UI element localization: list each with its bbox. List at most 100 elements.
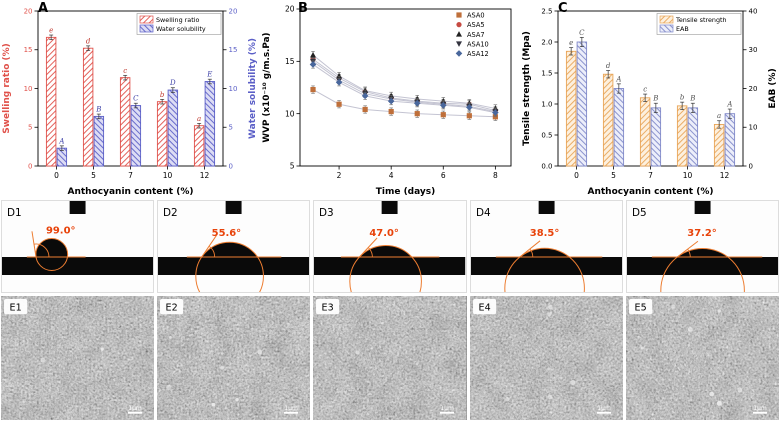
svg-text:20: 20: [749, 85, 758, 93]
svg-text:5: 5: [28, 124, 32, 132]
scale-bar: [440, 411, 455, 414]
svg-text:15: 15: [24, 46, 33, 54]
svg-text:0: 0: [28, 162, 32, 170]
svg-text:C: C: [579, 29, 585, 37]
fitted-circle: [195, 241, 265, 292]
needle-icon: [225, 201, 242, 214]
scale-bar-label: 1μm: [597, 405, 611, 412]
sem-panel-e3: E3 1μm: [313, 296, 467, 420]
svg-text:8: 8: [493, 171, 498, 180]
tensile-eab-bar-chart: 0.0 0.5 1.0 1.5 2.0 2.5 0 10 20 30 40 0 5 7 10 12 e d c b a C…: [522, 7, 778, 197]
panel-label: D3: [319, 207, 334, 219]
svg-text:D: D: [169, 79, 176, 87]
needle-icon: [69, 201, 86, 214]
svg-text:ASA12: ASA12: [467, 50, 489, 58]
svg-text:0.0: 0.0: [541, 162, 552, 170]
svg-text:Anthocyanin content (%): Anthocyanin content (%): [68, 187, 194, 197]
swelling-solubility-bar-chart: 0 5 10 15 20 0 5 10 15 20 0 5 7 10 12 e d c b a A B C D E Swellin…: [2, 7, 258, 197]
svg-text:2.5: 2.5: [541, 7, 552, 15]
svg-text:1.0: 1.0: [541, 100, 552, 108]
svg-text:B: B: [652, 95, 658, 103]
fitted-circle: [660, 247, 745, 292]
svg-text:10: 10: [683, 171, 693, 180]
scale-bar-label: 1μm: [128, 405, 142, 412]
contact-angle-image: 99.0° D1: [2, 201, 154, 292]
substrate-band: [314, 257, 466, 275]
svg-text:a: a: [717, 112, 721, 120]
svg-text:d: d: [606, 62, 611, 70]
svg-text:e: e: [49, 27, 53, 35]
sem-image: E1 1μm: [1, 296, 155, 420]
svg-text:7: 7: [648, 171, 653, 180]
sem-panel-e2: E2 1μm: [157, 296, 311, 420]
svg-text:Tensile strength (Mpa): Tensile strength (Mpa): [522, 31, 532, 146]
svg-text:2.0: 2.0: [541, 38, 552, 46]
substrate-band: [626, 257, 778, 275]
contact-angle-image: 37.2° D5: [626, 201, 778, 292]
contact-angle-image: 47.0° D3: [314, 201, 466, 292]
svg-text:10: 10: [749, 124, 758, 132]
needle-icon: [382, 201, 398, 214]
contact-angle-image: 55.6° D2: [158, 201, 310, 292]
svg-text:0: 0: [54, 171, 59, 180]
scale-bar: [596, 411, 611, 414]
substrate-band: [2, 257, 154, 275]
svg-text:A: A: [615, 75, 621, 83]
svg-text:0: 0: [229, 162, 233, 170]
contact-angle-panel-d1: 99.0° D1: [1, 200, 155, 293]
svg-text:1.5: 1.5: [541, 69, 552, 77]
sem-image: E2 1μm: [157, 296, 311, 420]
svg-text:Swelling ratio (%): Swelling ratio (%): [2, 43, 12, 134]
panel-a-label: A: [38, 1, 49, 16]
svg-text:a: a: [197, 115, 201, 123]
droplet: [201, 242, 258, 257]
needle-icon: [694, 201, 711, 214]
svg-text:Water solubility: Water solubility: [156, 25, 206, 33]
fitted-circle: [349, 245, 423, 292]
contact-angle-value: 99.0°: [46, 225, 76, 236]
svg-text:10: 10: [24, 85, 33, 93]
charts-row: A 0 5 10 15 20 0 5 10 15 20 0 5 7 10 12 e d c b a A B C D E Swell…: [0, 0, 780, 198]
svg-text:E: E: [206, 71, 212, 79]
svg-text:WVP (x10⁻¹⁰ g/m.s.Pa): WVP (x10⁻¹⁰ g/m.s.Pa): [262, 32, 272, 142]
substrate-band: [158, 257, 310, 275]
svg-text:6: 6: [441, 171, 446, 180]
svg-text:d: d: [86, 37, 91, 45]
sem-image: E4 1μm: [469, 296, 623, 420]
panel-label: E4: [478, 303, 490, 314]
panel-label: D2: [163, 207, 178, 219]
panel-label: E3: [322, 303, 334, 314]
contact-angle-row: 99.0° D1 55.6° D2 47.0° D3 38.5° D4 37.2° D5: [1, 200, 779, 293]
sem-image: E3 1μm: [313, 296, 467, 420]
contact-angle-value: 55.6°: [212, 228, 242, 239]
panel-tensile-eab: C 0.0 0.5 1.0 1.5 2.0 2.5 0 10 20 30 40 0 5 7 10 12 e d c b…: [520, 1, 780, 197]
sem-image: E5 1μm: [625, 296, 779, 420]
svg-text:ASA0: ASA0: [467, 12, 485, 20]
contact-angle-value: 37.2°: [687, 228, 717, 239]
contact-angle-value: 47.0°: [370, 228, 400, 239]
svg-text:5: 5: [229, 124, 233, 132]
svg-text:12: 12: [720, 171, 730, 180]
svg-text:b: b: [680, 94, 685, 102]
svg-text:15: 15: [229, 46, 238, 54]
panel-label: E2: [166, 303, 178, 314]
svg-text:12: 12: [200, 171, 210, 180]
svg-text:Swelling ratio: Swelling ratio: [156, 16, 200, 24]
svg-text:0: 0: [749, 162, 753, 170]
svg-text:10: 10: [229, 85, 238, 93]
needle-icon: [538, 201, 555, 214]
scale-bar-label: 1μm: [441, 405, 455, 412]
svg-text:5: 5: [290, 162, 295, 171]
svg-text:7: 7: [128, 171, 133, 180]
svg-text:e: e: [569, 39, 573, 47]
contact-angle-panel-d2: 55.6° D2: [157, 200, 311, 293]
panel-label: E1: [10, 303, 22, 314]
svg-text:Tensile strength: Tensile strength: [675, 16, 727, 24]
svg-text:5: 5: [611, 171, 616, 180]
svg-text:30: 30: [749, 46, 758, 54]
svg-text:B: B: [95, 106, 101, 114]
svg-text:15: 15: [285, 57, 295, 66]
contact-angle-value: 38.5°: [529, 228, 559, 239]
substrate-band: [470, 257, 622, 275]
